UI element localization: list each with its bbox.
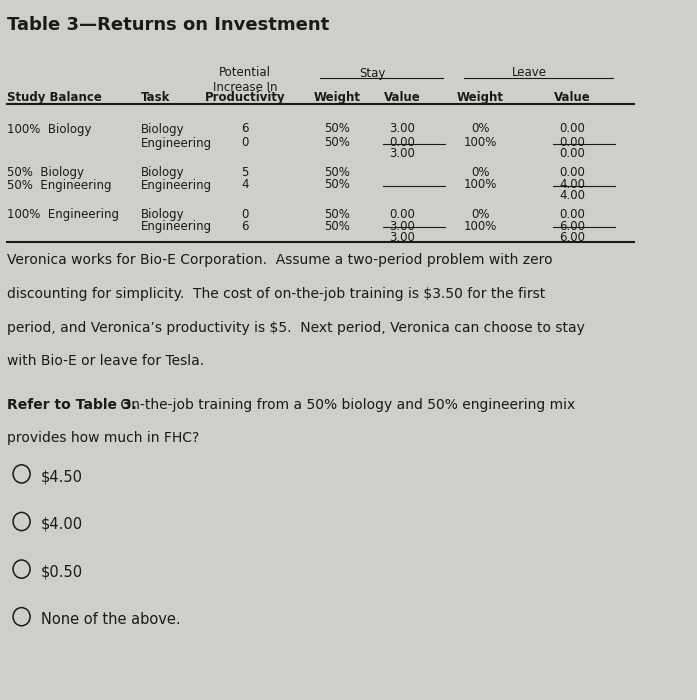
Text: Table 3—Returns on Investment: Table 3—Returns on Investment: [6, 16, 329, 34]
Text: 50%: 50%: [324, 220, 350, 234]
Text: 4: 4: [241, 178, 249, 192]
Text: Weight: Weight: [457, 91, 504, 104]
Text: 5: 5: [242, 166, 249, 179]
Text: 50%: 50%: [324, 208, 350, 221]
Text: 50%: 50%: [324, 122, 350, 136]
Text: Task: Task: [141, 91, 170, 104]
Text: 100%: 100%: [464, 220, 497, 234]
Text: 3.00: 3.00: [389, 231, 415, 244]
Text: Stay: Stay: [360, 66, 386, 80]
Text: 50%: 50%: [324, 178, 350, 192]
Text: 0.00: 0.00: [559, 166, 585, 179]
Text: 100%: 100%: [464, 178, 497, 192]
Text: 6: 6: [241, 122, 249, 136]
Text: period, and Veronica’s productivity is $5.  Next period, Veronica can choose to : period, and Veronica’s productivity is $…: [6, 321, 584, 335]
Text: 50%: 50%: [324, 166, 350, 179]
Text: 0.00: 0.00: [389, 136, 415, 150]
Text: Productivity: Productivity: [205, 91, 286, 104]
Text: 6: 6: [241, 220, 249, 234]
Text: 4.00: 4.00: [559, 189, 585, 202]
Text: On-the-job training from a 50% biology and 50% engineering mix: On-the-job training from a 50% biology a…: [116, 398, 576, 412]
Text: Refer to Table 3.: Refer to Table 3.: [6, 398, 137, 412]
Text: 50%  Biology: 50% Biology: [6, 166, 84, 179]
Text: 100%  Biology: 100% Biology: [6, 122, 91, 136]
Text: 0: 0: [242, 208, 249, 221]
Text: 0%: 0%: [471, 166, 490, 179]
Text: 0.00: 0.00: [559, 122, 585, 136]
Text: 0.00: 0.00: [559, 208, 585, 221]
Text: 3.00: 3.00: [389, 147, 415, 160]
Text: 0.00: 0.00: [559, 147, 585, 160]
Text: 6.00: 6.00: [559, 231, 585, 244]
Text: 0: 0: [242, 136, 249, 150]
Text: 100%: 100%: [464, 136, 497, 150]
Text: 50%  Engineering: 50% Engineering: [6, 178, 111, 192]
Text: 3.00: 3.00: [389, 220, 415, 234]
Text: 0%: 0%: [471, 122, 490, 136]
Text: Engineering: Engineering: [141, 220, 212, 234]
Text: $4.00: $4.00: [40, 517, 83, 531]
Text: provides how much in FHC?: provides how much in FHC?: [6, 431, 199, 445]
Text: Potential: Potential: [220, 66, 271, 80]
Text: 0.00: 0.00: [389, 208, 415, 221]
Text: Increase In: Increase In: [213, 81, 277, 94]
Text: 100%  Engineering: 100% Engineering: [6, 208, 118, 221]
Text: Value: Value: [384, 91, 420, 104]
Text: 0%: 0%: [471, 208, 490, 221]
Text: Biology: Biology: [141, 122, 184, 136]
Text: Study Balance: Study Balance: [6, 91, 102, 104]
Text: Engineering: Engineering: [141, 178, 212, 192]
Text: 0.00: 0.00: [559, 136, 585, 150]
Text: 4.00: 4.00: [559, 178, 585, 192]
Text: 50%: 50%: [324, 136, 350, 150]
Text: discounting for simplicity.  The cost of on-the-job training is $3.50 for the fi: discounting for simplicity. The cost of …: [6, 287, 545, 301]
Text: Veronica works for Bio-E Corporation.  Assume a two-period problem with zero: Veronica works for Bio-E Corporation. As…: [6, 253, 552, 267]
Text: Leave: Leave: [512, 66, 547, 80]
Text: 3.00: 3.00: [389, 122, 415, 136]
Text: 6.00: 6.00: [559, 220, 585, 234]
Text: Biology: Biology: [141, 166, 184, 179]
Text: Biology: Biology: [141, 208, 184, 221]
Text: with Bio-E or leave for Tesla.: with Bio-E or leave for Tesla.: [6, 354, 204, 368]
Text: None of the above.: None of the above.: [40, 612, 180, 626]
Text: Value: Value: [554, 91, 590, 104]
Text: $0.50: $0.50: [40, 564, 83, 579]
Text: $4.50: $4.50: [40, 469, 82, 484]
Text: Weight: Weight: [313, 91, 360, 104]
Text: Engineering: Engineering: [141, 136, 212, 150]
